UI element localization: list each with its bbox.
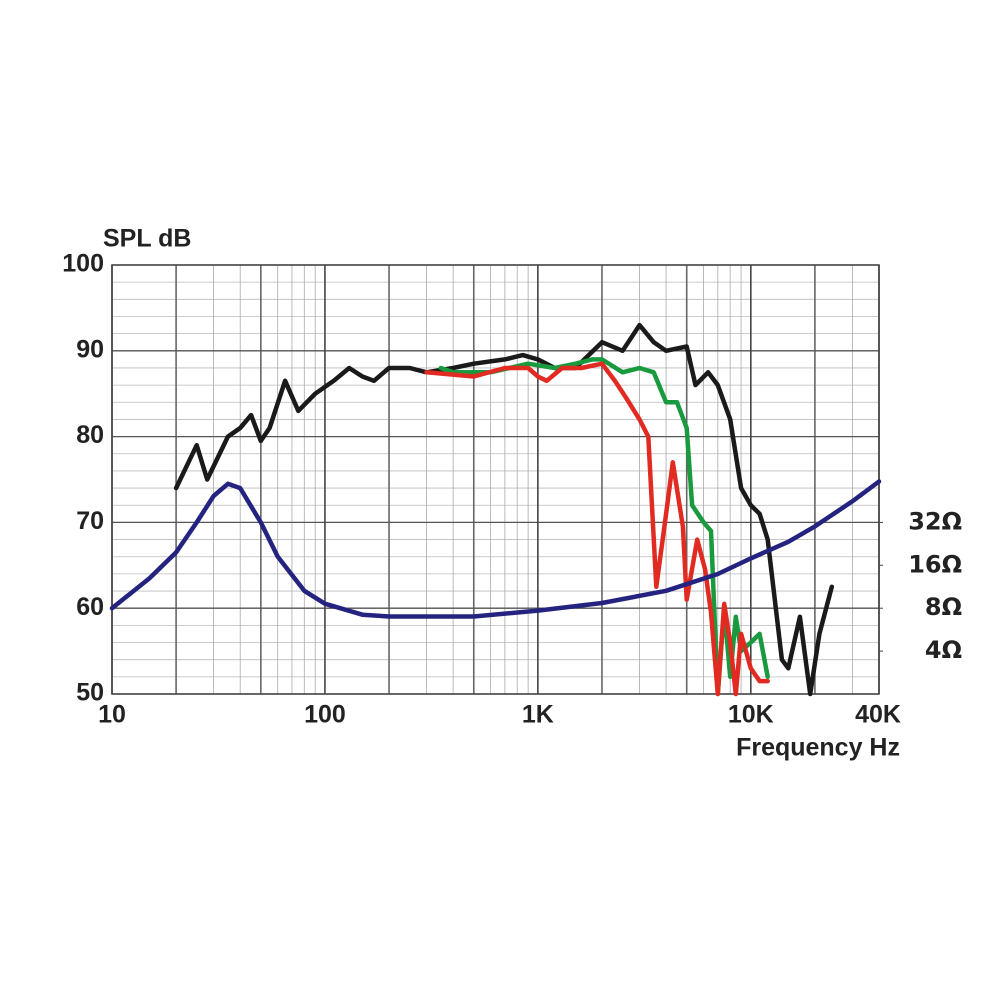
y-tick-label: 100 (62, 250, 104, 278)
series-line (438, 357, 770, 697)
x-tick-label: 1K (522, 701, 554, 729)
y-axis-label: SPL dB (103, 225, 191, 253)
x-tick-label: 10 (98, 701, 126, 729)
y-tick-label: 60 (76, 593, 104, 621)
series-line (109, 479, 882, 619)
y2-tick-label: 16Ω (908, 550, 962, 578)
y2-tick-label: 8Ω (925, 593, 962, 621)
x-axis-label: Frequency Hz (736, 734, 900, 762)
x-tick-label: 40K (855, 701, 901, 729)
y2-tick-label: 32Ω (908, 507, 962, 535)
series-line (424, 361, 770, 697)
x-tick-label: 10K (728, 701, 774, 729)
x-tick-label: 100 (304, 701, 346, 729)
plot-frame (111, 264, 880, 695)
y-tick-label: 90 (76, 335, 104, 363)
y-tick-label: 50 (76, 679, 104, 707)
y-tick-label: 80 (76, 421, 104, 449)
y2-tick-label: 4Ω (925, 636, 962, 664)
y-tick-label: 70 (76, 507, 104, 535)
series-line (173, 322, 835, 697)
